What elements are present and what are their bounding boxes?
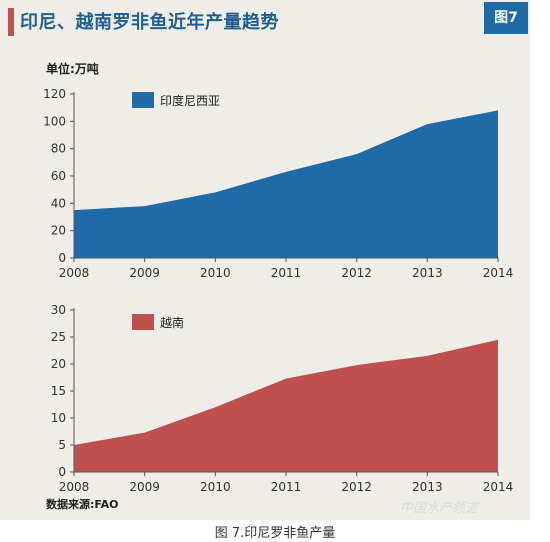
indonesia-y-tick-label: 100 xyxy=(43,114,66,128)
vietnam-x-tick-label: 2009 xyxy=(129,480,160,494)
vietnam-legend-swatch xyxy=(132,314,154,330)
figure-badge: 图7 xyxy=(484,2,528,34)
vietnam-y-tick-label: 30 xyxy=(51,303,66,317)
vietnam-y-tick-label: 5 xyxy=(58,438,66,452)
indonesia-y-tick-label: 20 xyxy=(51,224,66,238)
indonesia-y-tick-label: 40 xyxy=(51,196,66,210)
vietnam-x-tick-label: 2012 xyxy=(341,480,372,494)
unit-label: 单位:万吨 xyxy=(46,62,99,76)
indonesia-y-tick-label: 60 xyxy=(51,169,66,183)
indonesia-legend-label: 印度尼西亚 xyxy=(160,93,220,108)
vietnam-y-tick-label: 0 xyxy=(58,465,66,479)
indonesia-x-tick-label: 2012 xyxy=(341,266,372,280)
indonesia-area-series xyxy=(74,110,498,259)
indonesia-x-tick-label: 2010 xyxy=(200,266,231,280)
vietnam-x-tick-label: 2011 xyxy=(271,480,302,494)
vietnam-legend-label: 越南 xyxy=(160,315,184,330)
vietnam-x-tick-label: 2008 xyxy=(59,480,90,494)
indonesia-x-tick-label: 2013 xyxy=(412,266,443,280)
vietnam-x-tick-label: 2013 xyxy=(412,480,443,494)
title-accent-bar xyxy=(8,8,14,36)
figure-title: 印尼、越南罗非鱼近年产量趋势 xyxy=(20,12,279,33)
indonesia-y-tick-label: 0 xyxy=(58,251,66,265)
indonesia-x-tick-label: 2009 xyxy=(129,266,160,280)
vietnam-x-tick-label: 2010 xyxy=(200,480,231,494)
watermark: 中国水产频道 xyxy=(400,501,479,516)
vietnam-y-tick-label: 10 xyxy=(51,411,66,425)
indonesia-legend-swatch xyxy=(132,92,154,108)
vietnam-x-tick-label: 2014 xyxy=(483,480,514,494)
indonesia-x-tick-label: 2008 xyxy=(59,266,90,280)
indonesia-y-tick-label: 120 xyxy=(43,87,66,101)
indonesia-x-tick-label: 2014 xyxy=(483,266,514,280)
vietnam-y-tick-label: 20 xyxy=(51,357,66,371)
vietnam-y-tick-label: 15 xyxy=(51,384,66,398)
indonesia-x-tick-label: 2011 xyxy=(271,266,302,280)
figure-caption: 图 7.印尼罗非鱼产量 xyxy=(214,526,336,541)
vietnam-area-series xyxy=(74,339,498,472)
vietnam-y-tick-label: 25 xyxy=(51,330,66,344)
indonesia-y-tick-label: 80 xyxy=(51,142,66,156)
source-label: 数据来源:FAO xyxy=(46,498,119,511)
